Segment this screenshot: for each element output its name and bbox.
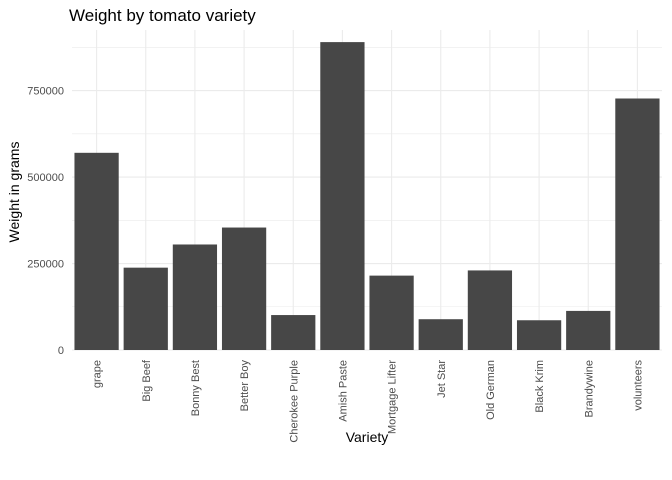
x-tick-label: Better Boy	[239, 360, 251, 412]
x-tick-label: Jet Star	[436, 360, 448, 398]
x-tick-label: Old German	[485, 360, 497, 420]
x-tick-label: Big Beef	[141, 359, 153, 402]
y-tick-label: 0	[58, 345, 64, 357]
bar-volunteers	[615, 98, 660, 350]
bar-big-beef	[123, 267, 168, 350]
bar-better-boy	[221, 227, 267, 350]
x-tick-label: Brandywine	[583, 360, 595, 417]
x-axis-ticks: grape Big Beef Bonny Best Better Boy Cheroke…	[92, 359, 645, 442]
x-tick-label: grape	[92, 360, 104, 388]
x-tick-label: Cherokee Purple	[288, 360, 300, 443]
x-tick-label: volunteers	[632, 360, 644, 411]
chart-title: Weight by tomato variety	[69, 6, 256, 25]
x-axis-title: Variety	[346, 429, 389, 445]
bar-black-krim	[516, 320, 562, 350]
bar-grape	[74, 152, 119, 350]
y-axis-title: Weight in grams	[6, 142, 22, 243]
y-tick-label: 250000	[27, 259, 64, 271]
y-tick-label: 750000	[27, 86, 64, 98]
bar-bonny-best	[172, 244, 218, 350]
x-tick-label: Mortgage Lifter	[387, 360, 399, 434]
y-tick-label: 500000	[27, 172, 64, 184]
y-axis-ticks: 0 250000 500000 750000	[27, 86, 64, 357]
x-tick-label: Amish Paste	[337, 360, 349, 422]
bar-amish-paste	[320, 42, 365, 351]
bars	[74, 42, 660, 351]
bar-jet-star	[418, 319, 463, 350]
x-tick-label: Black Krim	[534, 360, 546, 413]
bar-brandywine	[566, 310, 611, 350]
bar-mortgage-lifter	[369, 275, 414, 350]
bar-old-german	[467, 270, 513, 350]
x-tick-label: Bonny Best	[190, 360, 202, 416]
bar-cherokee-purple	[271, 315, 316, 350]
